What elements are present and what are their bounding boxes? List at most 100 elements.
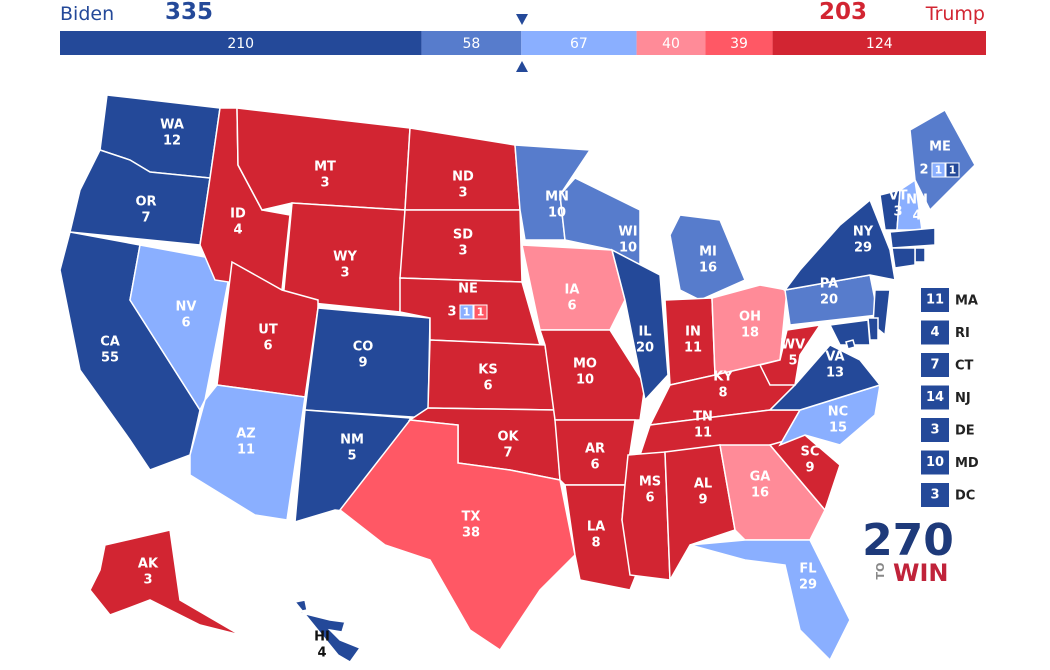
state-votes: 12 [163,134,181,149]
state-abbr: AL [694,477,712,492]
state [891,247,916,269]
state-abbr: CA [100,335,120,350]
state-votes: 4 [233,223,242,238]
bar-value: 39 [730,36,748,52]
state-votes: 10 [619,241,637,256]
callout-box [921,320,949,345]
state [538,329,646,421]
logo-win: WIN [893,559,949,587]
logo: 270 TO WIN [862,515,954,587]
state-abbr: MD [955,456,979,471]
state-votes: 4 [930,325,939,340]
state-abbr: DC [955,489,975,504]
state-abbr: SD [453,228,473,243]
bar-segment [521,31,637,55]
state [914,247,926,263]
state-votes: 7 [930,358,939,373]
state-votes: 14 [926,390,944,405]
state-votes: 3 [447,305,456,320]
state-votes: 10 [926,455,944,470]
state [664,444,736,583]
state [828,319,871,346]
state-abbr: WY [333,250,357,265]
state-votes: 6 [483,379,492,394]
state-votes: 10 [576,373,594,388]
state-votes: 3 [320,176,329,191]
state [621,451,671,581]
state-abbr: PA [820,277,838,292]
state [89,529,241,636]
state-abbr: DE [955,424,975,439]
state-votes: 3 [893,205,902,220]
state-abbr: KS [478,363,497,378]
state-votes: 7 [141,211,150,226]
state-votes: 38 [462,526,480,541]
state-votes: 3 [143,573,152,588]
state-votes: 29 [854,241,872,256]
district-votes: 1 [935,164,943,177]
state [521,244,626,331]
state-votes: 2 [919,163,928,178]
state-abbr: WI [618,225,637,240]
state-abbr: NC [828,405,848,420]
state-abbr: VT [889,189,908,204]
state-votes: 29 [799,578,817,593]
state [783,198,896,292]
state-abbr: UT [258,323,278,338]
district-votes: 1 [949,164,957,177]
state-votes: 6 [181,316,190,331]
state-votes: 16 [699,261,717,276]
states [59,94,976,663]
state-abbr: NH [906,193,928,208]
callout-box [921,418,949,442]
state-votes: 20 [820,293,838,308]
state [293,599,362,663]
state-abbr: CT [955,359,974,374]
state-abbr: TX [462,510,481,525]
marker-bottom [516,61,528,72]
state-abbr: NE [458,282,478,297]
bar-segment [636,31,706,55]
state-abbr: OH [739,310,761,325]
state-votes: 10 [548,206,566,221]
district-box [931,162,946,178]
state-votes: 6 [567,299,576,314]
state-votes: 6 [263,339,272,354]
state-abbr: IL [638,325,651,340]
callout-box [921,385,949,410]
state-votes: 11 [926,293,944,308]
state-votes: 3 [340,266,349,281]
state-abbr: AZ [236,427,256,442]
state [689,539,851,662]
state-votes: 11 [694,426,712,441]
state [909,108,976,212]
state-votes: 4 [317,646,326,661]
logo-number: 270 [862,515,954,566]
logo-to: TO [874,563,887,580]
state [189,384,306,521]
state-abbr: LA [587,520,605,535]
state-votes: 3 [458,244,467,259]
state-abbr: AK [138,557,159,572]
bar-value: 67 [570,36,588,52]
state-labels: WA12OR7CA55NV6ID4MT3WY3UT6AZ11CO9NM5ND3S… [100,118,979,661]
state-abbr: SC [801,445,820,460]
state-votes: 16 [751,486,769,501]
state [610,248,669,402]
state-votes: 9 [698,493,707,508]
bar-segment [421,31,522,55]
state-abbr: NM [340,433,364,448]
vote-bar: 210 58 67 40 39 124 [60,31,986,55]
state-abbr: WV [781,338,805,353]
state-votes: 55 [101,351,119,366]
state-votes: 11 [237,443,255,458]
bar-value: 40 [662,36,680,52]
state-abbr: MN [545,190,569,205]
trump-label: Trump [925,3,985,25]
state-votes: 11 [684,341,702,356]
bar-value: 210 [227,36,254,52]
state-abbr: AR [585,442,605,457]
state-votes: 3 [458,186,467,201]
state-abbr: RI [955,326,970,341]
bar-segment [705,31,773,55]
